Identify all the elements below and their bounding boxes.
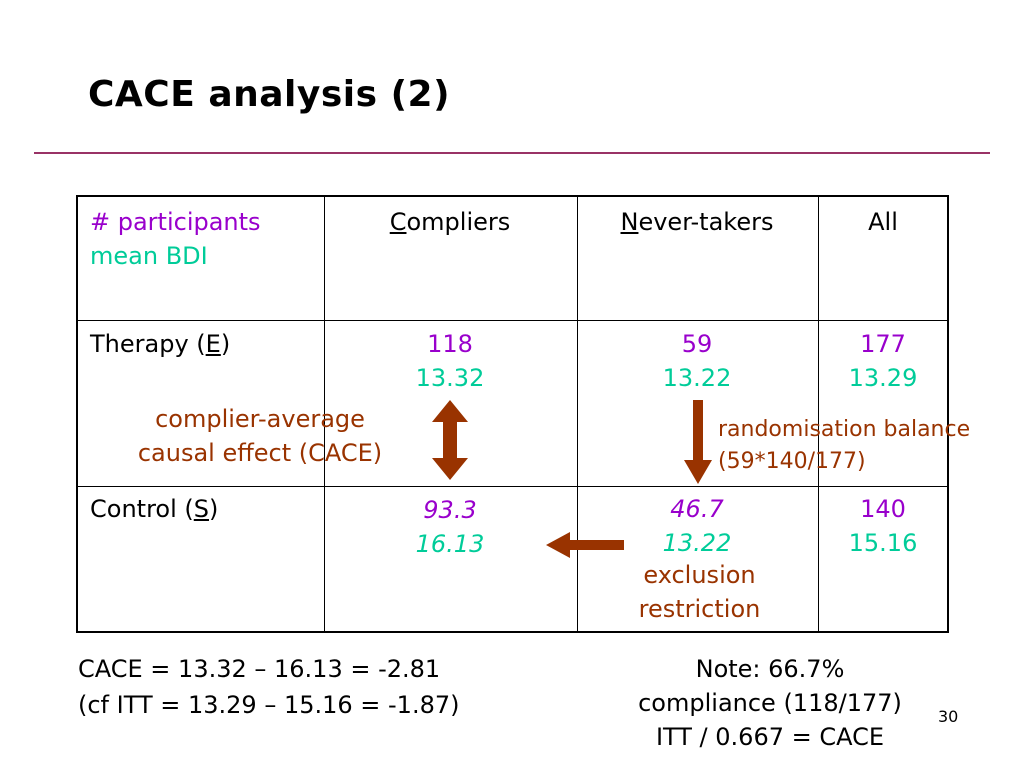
table-column-divider (577, 197, 578, 631)
control-compliers-mean: 16.13 (415, 530, 485, 558)
title-divider (34, 152, 990, 154)
row-label-control-close: ) (208, 495, 219, 523)
header-never-takers-initial: N (620, 208, 639, 236)
control-nevertakers-mean: 13.22 (662, 529, 732, 557)
note-compliance-line2: compliance (118/177) (638, 689, 902, 717)
therapy-all-mean: 13.29 (848, 364, 918, 392)
left-arrow-icon (546, 532, 624, 558)
therapy-compliers-count: 118 (427, 330, 473, 358)
itt-formula: (cf ITT = 13.29 – 15.16 = -1.87) (78, 691, 460, 719)
row-label-control-letter: S (193, 495, 209, 523)
header-compliers: Compliers (324, 205, 576, 239)
row-label-control: Control (S) (90, 492, 218, 526)
double-arrow-icon (432, 400, 468, 480)
slide-title: CACE analysis (2) (88, 74, 451, 115)
table-column-divider (324, 197, 325, 631)
cace-annotation-line2: causal effect (CACE) (137, 439, 383, 467)
control-all-count: 140 (860, 495, 906, 523)
header-compliers-rest: ompliers (406, 208, 511, 236)
therapy-nevertakers-mean: 13.22 (662, 364, 732, 392)
header-mean-bdi-label: mean BDI (90, 242, 208, 270)
note-compliance-line1: Note: 66.7% (695, 655, 845, 683)
control-all-mean: 15.16 (848, 529, 918, 557)
header-never-takers: Never-takers (577, 205, 817, 239)
therapy-nevertakers-count: 59 (681, 330, 713, 358)
header-compliers-initial: C (389, 208, 407, 236)
data-table (76, 195, 949, 633)
row-label-therapy-letter: E (205, 330, 221, 358)
row-label-therapy-close: ) (220, 330, 231, 358)
down-arrow-icon (684, 400, 712, 484)
randomisation-annotation-line1: randomisation balance (718, 417, 971, 442)
note-compliance-line3: ITT / 0.667 = CACE (655, 723, 885, 751)
header-never-takers-rest: ever-takers (638, 208, 774, 236)
table-row-divider (78, 320, 947, 321)
row-label-therapy-text: Therapy ( (90, 330, 206, 358)
cace-formula: CACE = 13.32 – 16.13 = -2.81 (78, 655, 441, 683)
page-number: 30 (938, 707, 959, 726)
therapy-compliers-mean: 13.32 (415, 364, 485, 392)
header-all: All (868, 208, 898, 236)
table-row-divider (78, 486, 947, 487)
exclusion-annotation-line2: restriction (638, 595, 761, 623)
control-nevertakers-count: 46.7 (670, 495, 724, 523)
control-compliers-count: 93.3 (423, 496, 477, 524)
cace-annotation-line1: complier-average (155, 405, 365, 433)
exclusion-annotation-line1: exclusion (643, 561, 756, 589)
therapy-all-count: 177 (860, 330, 906, 358)
randomisation-annotation-line2: (59*140/177) (718, 449, 866, 474)
row-label-therapy: Therapy (E) (90, 327, 230, 361)
header-participants-label: # participants (90, 208, 261, 236)
row-label-control-text: Control ( (90, 495, 194, 523)
table-column-divider (818, 197, 819, 631)
